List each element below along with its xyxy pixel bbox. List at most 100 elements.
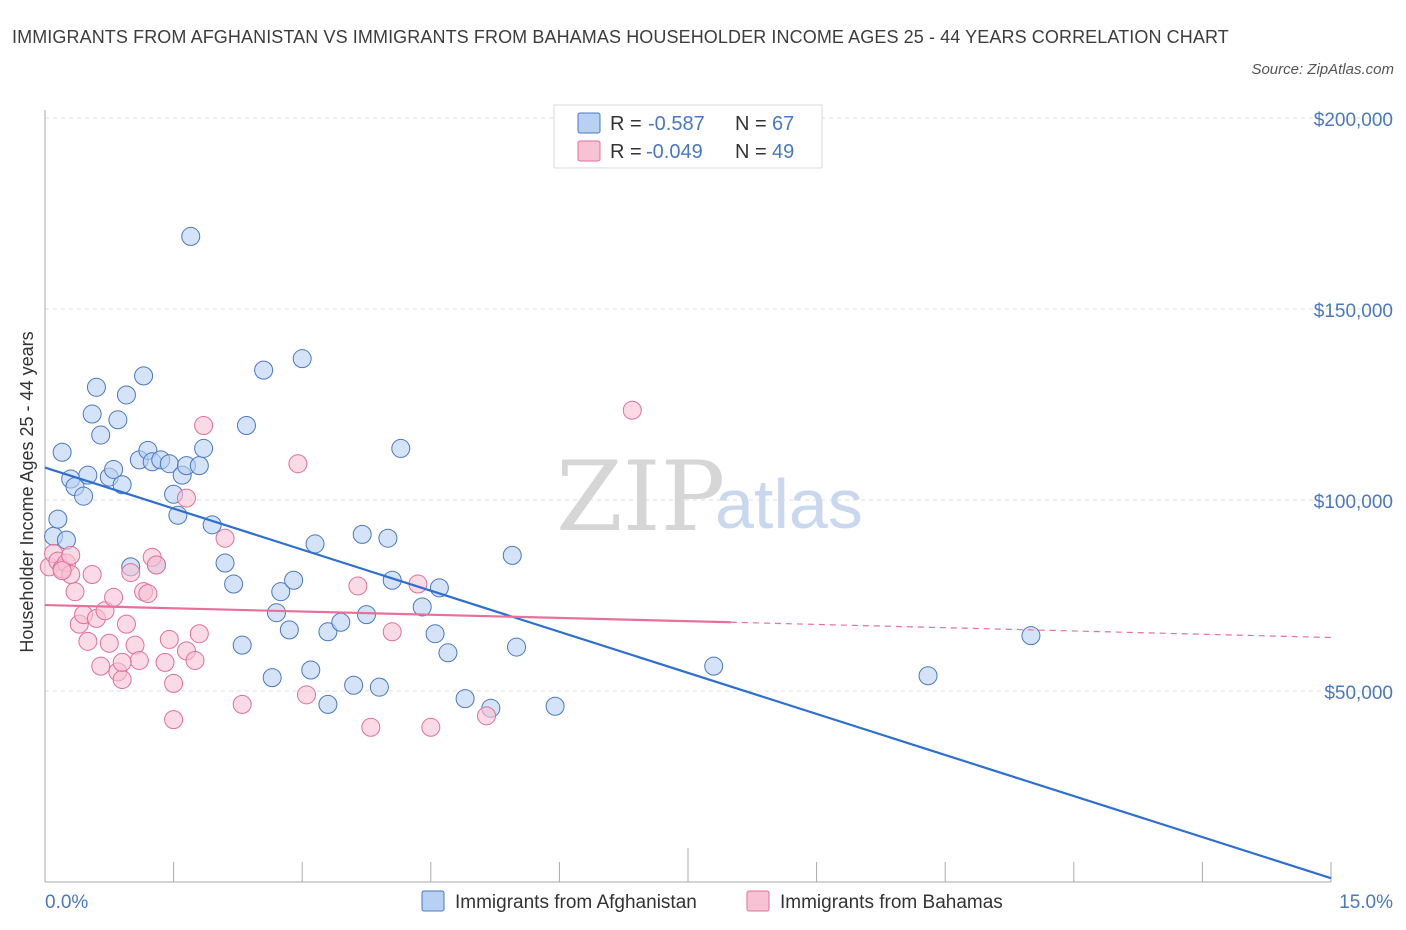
bahamas-point bbox=[288, 454, 308, 474]
afghanistan-point bbox=[108, 410, 128, 430]
legend-n-value-2: 49 bbox=[772, 141, 794, 163]
afghanistan-point bbox=[232, 635, 252, 655]
afghanistan-point bbox=[279, 620, 299, 640]
afghanistan-point bbox=[318, 622, 338, 642]
afghanistan-point bbox=[455, 689, 475, 709]
bottom-legend: Immigrants from Afghanistan Immigrants f… bbox=[421, 890, 1003, 913]
bahamas-point bbox=[155, 652, 175, 672]
afghanistan-point bbox=[507, 637, 527, 657]
bahamas-point bbox=[104, 587, 124, 607]
bahamas-point bbox=[116, 614, 136, 634]
afghanistan-point bbox=[369, 677, 389, 697]
afghanistan-point bbox=[194, 438, 214, 458]
watermark-zip: ZIP bbox=[556, 441, 725, 553]
bahamas-point bbox=[65, 582, 85, 602]
legend-r-label-1: R = bbox=[610, 113, 642, 135]
afghanistan-point bbox=[116, 385, 136, 405]
bahamas-trend-line bbox=[44, 603, 731, 624]
bahamas-point bbox=[159, 629, 179, 649]
afghanistan-point bbox=[357, 605, 376, 625]
afghanistan-point bbox=[48, 509, 68, 529]
x-tick-labels: 0.0% 15.0% bbox=[45, 892, 1393, 913]
bahamas-point bbox=[361, 717, 381, 737]
bahamas-point bbox=[189, 624, 209, 644]
y-tick-label: $100,000 bbox=[1314, 492, 1393, 513]
afghanistan-point bbox=[104, 459, 124, 479]
afghanistan-point bbox=[224, 574, 244, 594]
legend-swatch-bahamas bbox=[577, 140, 601, 162]
bahamas-point bbox=[138, 584, 158, 604]
y-tick-label: $150,000 bbox=[1314, 301, 1393, 322]
afghanistan-point bbox=[918, 666, 938, 686]
trend-lines bbox=[44, 466, 1332, 880]
bahamas-trend-line-extension bbox=[730, 621, 1332, 639]
bahamas-point bbox=[622, 400, 642, 420]
afghanistan-point bbox=[74, 486, 94, 506]
y-tick-labels: $50,000 $100,000 $150,000 $200,000 bbox=[1314, 110, 1393, 704]
afghanistan-point bbox=[545, 696, 565, 716]
legend-n-label-2: N = bbox=[735, 141, 767, 163]
bahamas-point bbox=[112, 652, 132, 672]
afghanistan-point bbox=[378, 528, 398, 548]
bahamas-point bbox=[146, 555, 166, 575]
bottom-legend-swatch-afghanistan bbox=[421, 890, 445, 912]
legend-n-value-1: 67 bbox=[772, 113, 794, 135]
legend-r-value-1: -0.587 bbox=[648, 113, 705, 135]
bahamas-point bbox=[176, 488, 196, 508]
afghanistan-point bbox=[331, 612, 351, 632]
afghanistan-point bbox=[181, 226, 201, 246]
afghanistan-point bbox=[189, 456, 209, 476]
chart-source: Source: ZipAtlas.com bbox=[1251, 61, 1394, 78]
legend-n-label-1: N = bbox=[735, 113, 767, 135]
afghanistan-point bbox=[412, 597, 432, 617]
axes bbox=[44, 110, 1332, 883]
bahamas-point bbox=[121, 563, 141, 583]
afghanistan-point bbox=[301, 660, 321, 680]
bottom-legend-label-bahamas: Immigrants from Bahamas bbox=[780, 892, 1003, 913]
afghanistan-point bbox=[215, 553, 235, 573]
afghanistan-point bbox=[292, 349, 312, 369]
legend-r-label-2: R = bbox=[610, 141, 642, 163]
afghanistan-point bbox=[438, 643, 458, 663]
bahamas-point bbox=[99, 633, 119, 653]
afghanistan-point bbox=[352, 524, 372, 544]
watermark-atlas: atlas bbox=[715, 465, 863, 543]
y-axis-label: Householder Income Ages 25 - 44 years bbox=[17, 331, 37, 652]
bahamas-point bbox=[194, 416, 214, 436]
bahamas-point bbox=[382, 622, 402, 642]
bahamas-point bbox=[232, 694, 252, 714]
bahamas-point bbox=[52, 561, 72, 581]
watermark: ZIP atlas bbox=[556, 441, 863, 553]
afghanistan-point bbox=[52, 442, 72, 462]
afghanistan-point bbox=[266, 603, 286, 623]
bahamas-point bbox=[348, 576, 368, 596]
afghanistan-point bbox=[262, 668, 282, 688]
afghanistan-trend-line bbox=[44, 466, 1332, 880]
bahamas-point bbox=[78, 631, 98, 651]
chart-title: IMMIGRANTS FROM AFGHANISTAN VS IMMIGRANT… bbox=[12, 27, 1229, 47]
afghanistan-point bbox=[86, 377, 106, 397]
legend-swatch-afghanistan bbox=[577, 112, 601, 134]
afghanistan-point bbox=[425, 624, 445, 644]
legend-r-value-2: -0.049 bbox=[646, 141, 703, 163]
grid-lines bbox=[45, 117, 1395, 692]
bahamas-point bbox=[421, 717, 441, 737]
bottom-legend-label-afghanistan: Immigrants from Afghanistan bbox=[455, 892, 697, 913]
afghanistan-point bbox=[112, 475, 132, 495]
afghanistan-point bbox=[82, 404, 102, 424]
afghanistan-point bbox=[305, 534, 325, 554]
afghanistan-point bbox=[502, 545, 522, 565]
bahamas-point bbox=[91, 656, 111, 676]
y-tick-label: $200,000 bbox=[1314, 110, 1393, 131]
afghanistan-point bbox=[1021, 626, 1041, 646]
bahamas-point bbox=[164, 673, 184, 693]
bahamas-point bbox=[164, 710, 184, 730]
bahamas-point bbox=[477, 706, 497, 726]
afghanistan-point bbox=[236, 416, 256, 436]
afghanistan-point bbox=[704, 656, 724, 676]
bahamas-point bbox=[296, 685, 316, 705]
y-tick-label: $50,000 bbox=[1324, 683, 1393, 704]
afghanistan-point bbox=[391, 438, 411, 458]
afghanistan-point bbox=[91, 425, 111, 445]
